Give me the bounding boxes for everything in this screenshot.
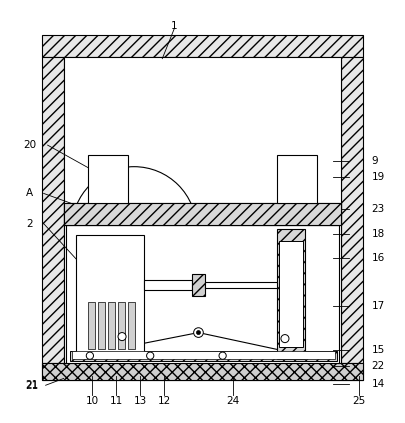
Bar — [277, 154, 317, 203]
Bar — [42, 57, 64, 363]
Text: 20: 20 — [23, 140, 36, 150]
Bar — [277, 229, 305, 359]
Bar — [98, 302, 105, 349]
Text: 9: 9 — [371, 156, 378, 166]
Bar — [64, 203, 341, 225]
Text: 17: 17 — [371, 301, 385, 311]
Bar — [42, 363, 363, 380]
Text: 2: 2 — [26, 219, 33, 228]
Circle shape — [281, 335, 289, 343]
Text: 19: 19 — [371, 172, 385, 182]
Text: A: A — [26, 188, 33, 198]
Text: 11: 11 — [109, 396, 123, 406]
Bar — [128, 302, 135, 349]
Circle shape — [118, 332, 126, 341]
Bar — [192, 274, 205, 296]
Text: 14: 14 — [371, 379, 385, 390]
Bar — [72, 351, 335, 359]
Bar — [42, 35, 363, 57]
Bar — [144, 280, 192, 290]
Text: 12: 12 — [158, 396, 171, 406]
Text: 10: 10 — [85, 396, 98, 406]
Circle shape — [219, 352, 226, 359]
Bar — [88, 154, 128, 203]
Bar — [76, 235, 144, 357]
Circle shape — [86, 352, 94, 359]
Text: 18: 18 — [371, 228, 385, 239]
Text: 13: 13 — [134, 396, 147, 406]
Bar — [341, 57, 363, 363]
Bar — [88, 302, 95, 349]
Circle shape — [196, 330, 200, 335]
Bar — [64, 57, 341, 363]
Circle shape — [194, 328, 203, 338]
Bar — [66, 225, 339, 363]
Bar — [42, 363, 363, 380]
Text: 21: 21 — [25, 382, 38, 391]
Bar — [108, 302, 115, 349]
Text: 22: 22 — [371, 361, 385, 371]
Bar — [279, 241, 303, 346]
Text: 21: 21 — [25, 380, 38, 390]
Text: 25: 25 — [353, 396, 366, 406]
Circle shape — [72, 167, 196, 291]
Text: 15: 15 — [371, 345, 385, 355]
Bar — [70, 351, 337, 361]
Circle shape — [147, 352, 154, 359]
Bar — [118, 302, 125, 349]
Text: 23: 23 — [371, 204, 385, 214]
Bar — [64, 203, 341, 225]
Text: 16: 16 — [371, 253, 385, 263]
Text: 1: 1 — [171, 22, 178, 31]
Text: 24: 24 — [226, 396, 239, 406]
Bar — [205, 282, 277, 288]
